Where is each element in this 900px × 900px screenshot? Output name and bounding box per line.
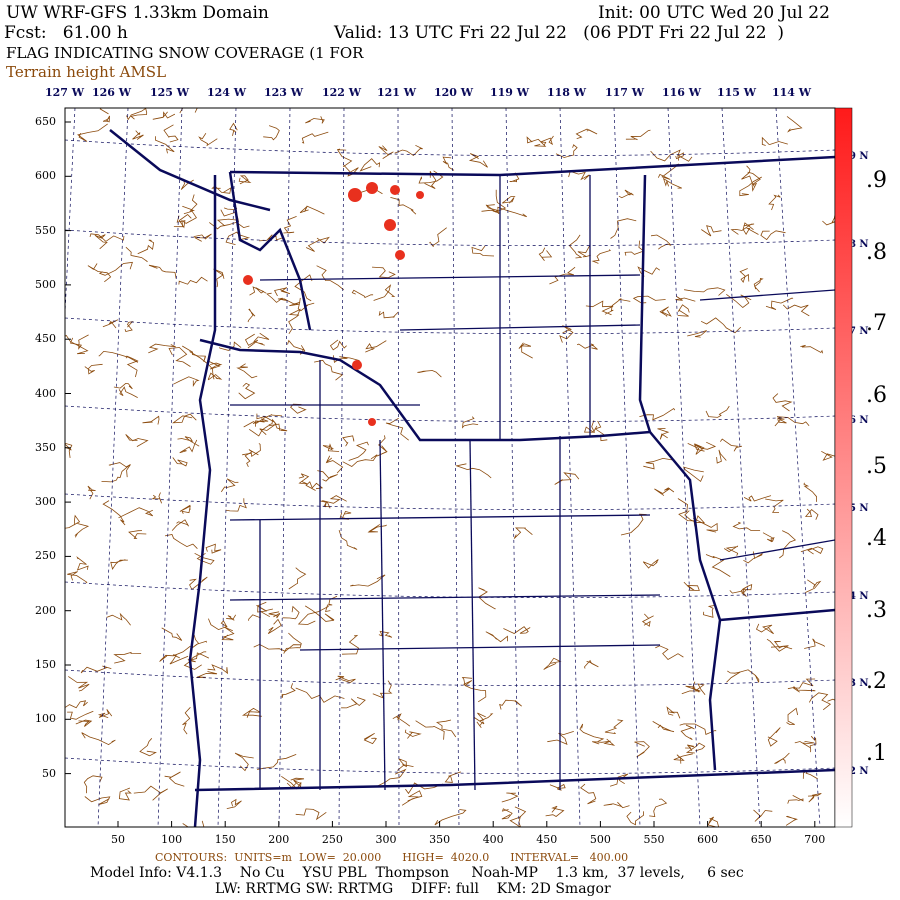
contour-info: CONTOURS: UNITS=m LOW= 20.000 HIGH= 4020… <box>155 851 629 864</box>
latitude-label: 48 N <box>842 239 869 250</box>
y-tick-label: 500 <box>35 277 56 291</box>
longitude-label: 117 W <box>605 86 645 99</box>
y-tick-label: 450 <box>35 332 56 346</box>
y-tick-label: 400 <box>35 386 56 400</box>
y-tick-label: 250 <box>35 549 56 563</box>
plot-frame <box>64 107 836 828</box>
longitude-label: 119 W <box>490 86 530 99</box>
colorbar-label: .7 <box>866 311 887 337</box>
x-tick-label: 550 <box>643 833 665 846</box>
init-time: Init: 00 UTC Wed 20 Jul 22 <box>598 3 830 23</box>
latitude-label: 49 N <box>842 151 869 162</box>
x-tick-label: 100 <box>161 833 183 846</box>
y-tick-label: 650 <box>35 115 56 128</box>
longitude-label: 115 W <box>717 86 757 99</box>
y-tick-label: 350 <box>35 440 56 454</box>
longitude-label: 116 W <box>662 86 702 99</box>
y-tick-label: 600 <box>35 169 56 183</box>
longitude-label: 127 W <box>45 86 85 99</box>
x-tick-label: 400 <box>482 833 504 846</box>
longitude-label: 114 W <box>772 86 812 99</box>
y-tick-label: 100 <box>35 712 56 726</box>
colorbar-label: .1 <box>866 740 887 766</box>
colorbar-label: .9 <box>866 168 887 193</box>
longitude-label: 125 W <box>150 86 190 99</box>
x-tick-label: 350 <box>429 833 451 846</box>
x-tick-label: 650 <box>750 833 772 846</box>
longitude-label: 126 W <box>92 86 132 99</box>
colorbar-label: .3 <box>866 597 887 623</box>
longitude-label: 122 W <box>322 86 362 99</box>
longitude-label: 121 W <box>377 86 417 99</box>
longitude-label: 118 W <box>547 86 587 99</box>
latitude-label: 42 N <box>842 766 869 777</box>
x-tick-label: 500 <box>589 833 611 846</box>
map-title: UW WRF-GFS 1.33km Domain <box>6 3 269 23</box>
x-tick-label: 700 <box>804 833 826 846</box>
y-tick-label: 50 <box>42 766 56 780</box>
latitude-label: 47 N <box>842 326 869 337</box>
colorbar-label: .5 <box>866 454 887 480</box>
y-tick-label: 150 <box>35 658 56 671</box>
x-tick-label: 250 <box>321 833 343 846</box>
colorbar-label: .8 <box>866 239 887 265</box>
y-tick-label: 200 <box>35 603 56 617</box>
model-info: Model Info: V4.1.3 No Cu YSU PBL Thompso… <box>90 865 744 881</box>
contour-field-name: Terrain height AMSL <box>6 63 167 81</box>
latitude-label: 45 N <box>842 503 869 514</box>
political-borders <box>109 129 835 827</box>
x-tick-label: 300 <box>375 833 397 846</box>
colorbar-label: .4 <box>866 526 887 551</box>
county-borders <box>229 175 835 791</box>
colorbar-label: .2 <box>866 669 887 695</box>
longitude-label: 123 W <box>264 86 304 99</box>
x-tick-label: 450 <box>536 833 558 846</box>
y-tick-label: 300 <box>35 495 56 509</box>
longitude-label: 120 W <box>434 86 474 99</box>
lat-lon-grid <box>65 108 835 827</box>
x-tick-label: 150 <box>214 833 236 846</box>
latitude-label: 44 N <box>842 591 869 602</box>
field-name: FLAG INDICATING SNOW COVERAGE (1 FOR <box>6 44 364 62</box>
snow-coverage-patches <box>243 182 424 426</box>
x-tick-label: 200 <box>268 833 290 846</box>
valid-time: Valid: 13 UTC Fri 22 Jul 22 (06 PDT Fri … <box>334 23 785 43</box>
x-tick-label: 50 <box>111 833 125 846</box>
y-tick-label: 550 <box>35 223 56 237</box>
colorbar-label: .6 <box>866 382 887 408</box>
physics-info: LW: RRTMG SW: RRTMG DIFF: full KM: 2D Sm… <box>215 881 611 897</box>
forecast-hour: Fcst: 61.00 h <box>4 23 128 43</box>
latitude-label: 43 N <box>842 678 869 689</box>
colorbar <box>834 107 853 828</box>
terrain-contours <box>65 108 835 827</box>
latitude-label: 46 N <box>842 415 869 426</box>
longitude-label: 124 W <box>207 86 247 99</box>
x-tick-label: 600 <box>697 833 719 846</box>
